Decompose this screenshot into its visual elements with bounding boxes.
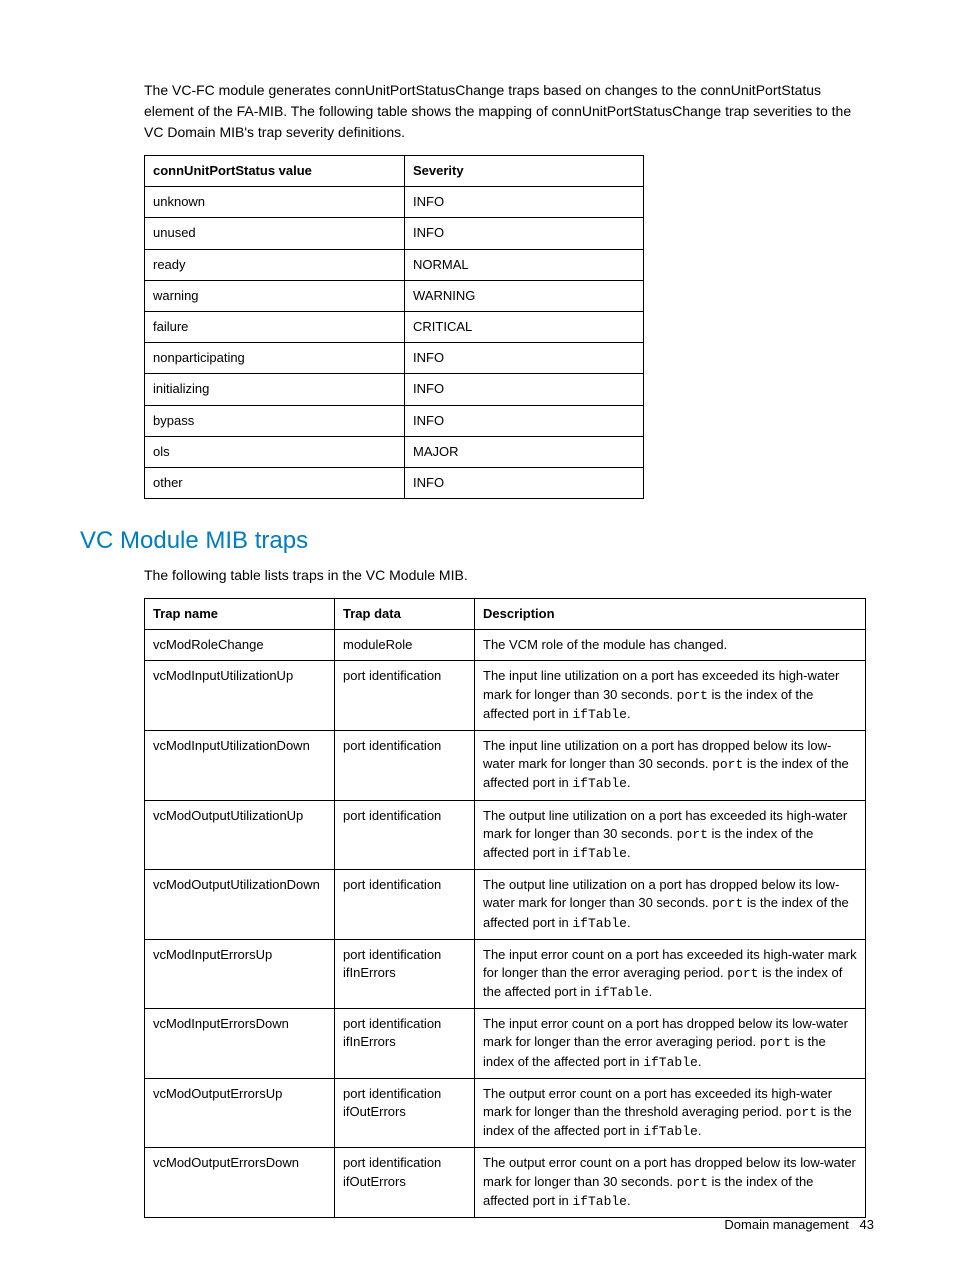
traps-col-name: Trap name [145,599,335,630]
table-row: initializingINFO [145,374,644,405]
code-text: ifTable [572,846,627,861]
table-row: vcModInputErrorsUpport identificationifI… [145,939,866,1009]
table-row: vcModOutputErrorsDownport identification… [145,1148,866,1218]
code-text: ifTable [643,1055,698,1070]
table-cell: INFO [405,467,644,498]
trap-data-cell: port identificationifInErrors [335,1009,475,1079]
intro-paragraph: The VC-FC module generates connUnitPortS… [144,80,874,143]
trap-data-cell: port identificationifOutErrors [335,1148,475,1218]
trap-data-cell: port identification [335,731,475,801]
code-text: ifTable [594,985,649,1000]
table-row: otherINFO [145,467,644,498]
page-footer: Domain management 43 [724,1217,874,1232]
table-header-row: connUnitPortStatus value Severity [145,156,644,187]
trap-data-cell: port identification [335,800,475,870]
trap-desc-cell: The output line utilization on a port ha… [475,800,866,870]
table-cell: NORMAL [405,249,644,280]
code-text: port [727,966,758,981]
table-cell: other [145,467,405,498]
table-cell: failure [145,311,405,342]
trap-desc-cell: The VCM role of the module has changed. [475,630,866,661]
code-text: port [677,1175,708,1190]
code-text: ifTable [572,1194,627,1209]
table-cell: MAJOR [405,436,644,467]
severity-col-severity: Severity [405,156,644,187]
code-text: port [760,1035,791,1050]
table-row: nonparticipatingINFO [145,343,644,374]
table-row: vcModInputErrorsDownport identificationi… [145,1009,866,1079]
table-cell: CRITICAL [405,311,644,342]
trap-name-cell: vcModRoleChange [145,630,335,661]
table-row: vcModInputUtilizationUpport identificati… [145,661,866,731]
trap-desc-cell: The input line utilization on a port has… [475,661,866,731]
table-cell: ols [145,436,405,467]
trap-name-cell: vcModOutputErrorsUp [145,1078,335,1148]
table-cell: ready [145,249,405,280]
table-cell: nonparticipating [145,343,405,374]
trap-data-cell: moduleRole [335,630,475,661]
table-row: olsMAJOR [145,436,644,467]
traps-table: Trap name Trap data Description vcModRol… [144,598,866,1218]
trap-name-cell: vcModOutputUtilizationDown [145,870,335,940]
traps-col-data: Trap data [335,599,475,630]
table-cell: unused [145,218,405,249]
trap-name-cell: vcModOutputErrorsDown [145,1148,335,1218]
table-cell: unknown [145,187,405,218]
trap-desc-cell: The output error count on a port has exc… [475,1078,866,1148]
trap-data-cell: port identification [335,870,475,940]
code-text: ifTable [572,916,627,931]
table-row: vcModOutputUtilizationDownport identific… [145,870,866,940]
table-row: unknownINFO [145,187,644,218]
page: The VC-FC module generates connUnitPortS… [0,0,954,1266]
trap-data-cell: port identification [335,661,475,731]
table-row: vcModOutputUtilizationUpport identificat… [145,800,866,870]
code-text: port [712,757,743,772]
code-text: port [712,896,743,911]
table-row: vcModInputUtilizationDownport identifica… [145,731,866,801]
code-text: port [677,688,708,703]
table-cell: warning [145,280,405,311]
table-cell: INFO [405,187,644,218]
severity-col-status: connUnitPortStatus value [145,156,405,187]
severity-table: connUnitPortStatus value Severity unknow… [144,155,644,499]
trap-data-cell: port identificationifOutErrors [335,1078,475,1148]
code-text: port [786,1105,817,1120]
table-cell: initializing [145,374,405,405]
table-row: unusedINFO [145,218,644,249]
trap-name-cell: vcModInputUtilizationDown [145,731,335,801]
trap-name-cell: vcModOutputUtilizationUp [145,800,335,870]
table-row: failureCRITICAL [145,311,644,342]
code-text: ifTable [572,776,627,791]
subintro-paragraph: The following table lists traps in the V… [144,565,874,586]
footer-page-number: 43 [860,1217,874,1232]
table-cell: INFO [405,374,644,405]
traps-col-desc: Description [475,599,866,630]
table-header-row: Trap name Trap data Description [145,599,866,630]
table-row: readyNORMAL [145,249,644,280]
trap-desc-cell: The input line utilization on a port has… [475,731,866,801]
trap-name-cell: vcModInputErrorsUp [145,939,335,1009]
code-text: ifTable [572,707,627,722]
footer-section: Domain management [724,1217,848,1232]
trap-data-cell: port identificationifInErrors [335,939,475,1009]
table-cell: INFO [405,343,644,374]
table-row: vcModOutputErrorsUpport identificationif… [145,1078,866,1148]
table-cell: bypass [145,405,405,436]
table-row: vcModRoleChangemoduleRoleThe VCM role of… [145,630,866,661]
trap-desc-cell: The input error count on a port has exce… [475,939,866,1009]
table-row: warningWARNING [145,280,644,311]
table-cell: INFO [405,405,644,436]
trap-desc-cell: The output error count on a port has dro… [475,1148,866,1218]
table-cell: WARNING [405,280,644,311]
trap-name-cell: vcModInputErrorsDown [145,1009,335,1079]
table-cell: INFO [405,218,644,249]
table-row: bypassINFO [145,405,644,436]
trap-desc-cell: The input error count on a port has drop… [475,1009,866,1079]
code-text: ifTable [643,1124,698,1139]
trap-name-cell: vcModInputUtilizationUp [145,661,335,731]
section-heading: VC Module MIB traps [80,527,874,555]
trap-desc-cell: The output line utilization on a port ha… [475,870,866,940]
code-text: port [677,827,708,842]
